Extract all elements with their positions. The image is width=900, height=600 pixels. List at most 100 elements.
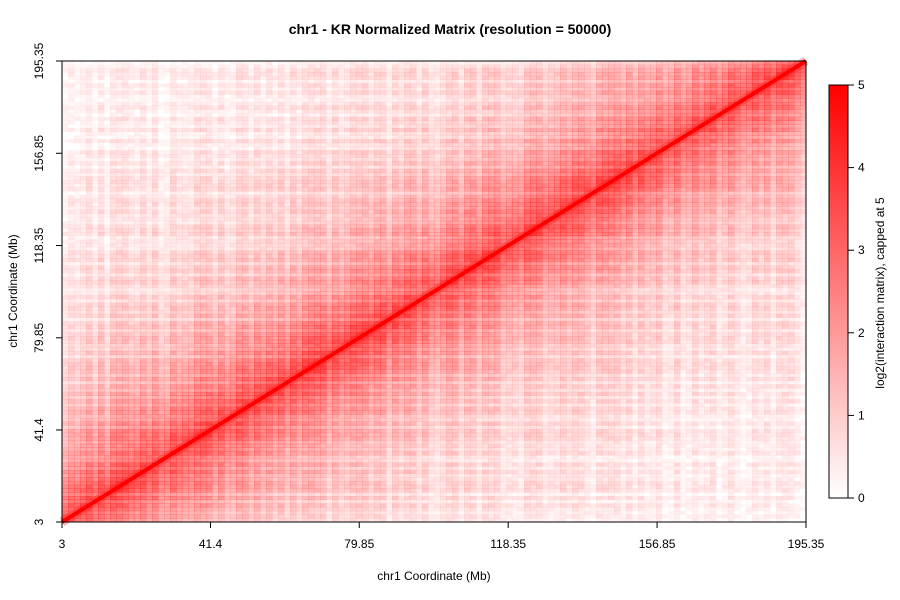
heatmap-cell <box>272 272 279 277</box>
heatmap-cell <box>200 258 207 263</box>
heatmap-cell <box>260 328 267 333</box>
heatmap-cell <box>62 198 69 203</box>
heatmap-cell <box>206 224 213 229</box>
heatmap-cell <box>242 287 249 292</box>
heatmap-cell <box>134 358 141 363</box>
heatmap-cell <box>62 380 69 385</box>
heatmap-cell <box>98 243 105 248</box>
heatmap-cell <box>254 507 261 512</box>
heatmap-cell <box>140 87 147 92</box>
heatmap-cell <box>152 127 159 132</box>
heatmap-cell <box>134 421 141 426</box>
heatmap-cell <box>164 109 171 114</box>
heatmap-cell <box>116 165 122 169</box>
heatmap-cell <box>92 317 99 322</box>
heatmap-cell <box>80 61 86 65</box>
heatmap-cell <box>200 109 207 114</box>
heatmap-cell <box>74 518 81 523</box>
heatmap-cell <box>260 295 267 300</box>
heatmap-cell <box>200 291 207 296</box>
heatmap-cell <box>170 302 177 307</box>
heatmap-cell <box>86 388 93 393</box>
heatmap-cell <box>218 109 225 114</box>
heatmap-cell <box>272 94 278 98</box>
heatmap-cell <box>182 209 189 214</box>
heatmap-cell <box>200 358 207 363</box>
heatmap-cell <box>122 399 129 404</box>
heatmap-cell <box>212 295 219 300</box>
heatmap-cell <box>284 94 291 99</box>
heatmap-cell <box>176 451 183 456</box>
heatmap-cell <box>302 499 309 504</box>
heatmap-cell <box>98 429 105 434</box>
heatmap-cell <box>62 209 69 214</box>
heatmap-cell <box>284 150 291 155</box>
heatmap-cell <box>230 94 236 98</box>
heatmap-cell <box>296 224 303 229</box>
heatmap-cell <box>242 168 249 173</box>
heatmap-cell <box>230 429 237 434</box>
heatmap-cell <box>170 443 177 448</box>
heatmap-cell <box>182 168 189 173</box>
heatmap-cell <box>170 228 177 233</box>
heatmap-cell <box>260 518 267 523</box>
heatmap-cell <box>248 369 255 374</box>
heatmap-cell <box>194 421 201 426</box>
heatmap-cell <box>260 194 267 199</box>
heatmap-cell <box>236 313 243 318</box>
heatmap-cell <box>86 295 93 300</box>
heatmap-cell <box>86 261 93 266</box>
heatmap-cell <box>260 209 267 214</box>
heatmap-cell <box>152 232 159 237</box>
heatmap-cell <box>170 306 177 311</box>
heatmap-cell <box>230 187 237 192</box>
heatmap-cell <box>290 388 297 393</box>
heatmap-cell <box>290 399 297 404</box>
heatmap-cell <box>104 328 111 333</box>
heatmap-cell <box>104 295 111 300</box>
heatmap-cell <box>92 276 99 281</box>
heatmap-cell <box>278 213 285 218</box>
heatmap-cell <box>86 68 93 73</box>
heatmap-cell <box>188 365 195 370</box>
heatmap-cell <box>218 432 225 437</box>
heatmap-cell <box>176 161 183 166</box>
heatmap-cell <box>236 254 243 259</box>
heatmap-cell <box>86 403 93 408</box>
heatmap-cell <box>104 116 111 121</box>
heatmap-cell <box>248 284 255 289</box>
heatmap-cell <box>98 131 105 136</box>
heatmap-cell <box>182 232 189 237</box>
heatmap-cell <box>308 481 315 486</box>
heatmap-cell <box>170 429 177 434</box>
heatmap-cell <box>98 61 104 65</box>
heatmap-cell <box>182 131 189 136</box>
heatmap-cell <box>302 298 309 304</box>
heatmap-cell <box>92 458 99 463</box>
heatmap-cell <box>260 135 267 140</box>
heatmap-cell <box>92 247 98 251</box>
heatmap-cell <box>248 306 255 311</box>
heatmap-cell <box>98 168 105 173</box>
heatmap-cell <box>74 161 81 166</box>
heatmap-cell <box>92 295 99 300</box>
heatmap-cell <box>284 503 291 508</box>
heatmap-cell <box>200 458 207 463</box>
heatmap-cell <box>248 339 255 344</box>
heatmap-cell <box>188 495 195 501</box>
heatmap-cell <box>182 269 189 274</box>
heatmap-cell <box>74 213 81 218</box>
heatmap-cell <box>164 384 171 389</box>
heatmap-cell <box>92 272 99 277</box>
heatmap-cell <box>302 258 309 263</box>
heatmap-cell <box>212 269 219 274</box>
heatmap-cell <box>224 158 230 162</box>
heatmap-cell <box>302 261 309 266</box>
heatmap-cell <box>152 246 159 251</box>
heatmap-cell <box>278 421 285 426</box>
heatmap-cell <box>248 377 255 382</box>
heatmap-cell <box>116 258 123 263</box>
heatmap-cell <box>266 101 273 106</box>
heatmap-cell <box>266 447 273 452</box>
heatmap-cell <box>86 109 93 114</box>
